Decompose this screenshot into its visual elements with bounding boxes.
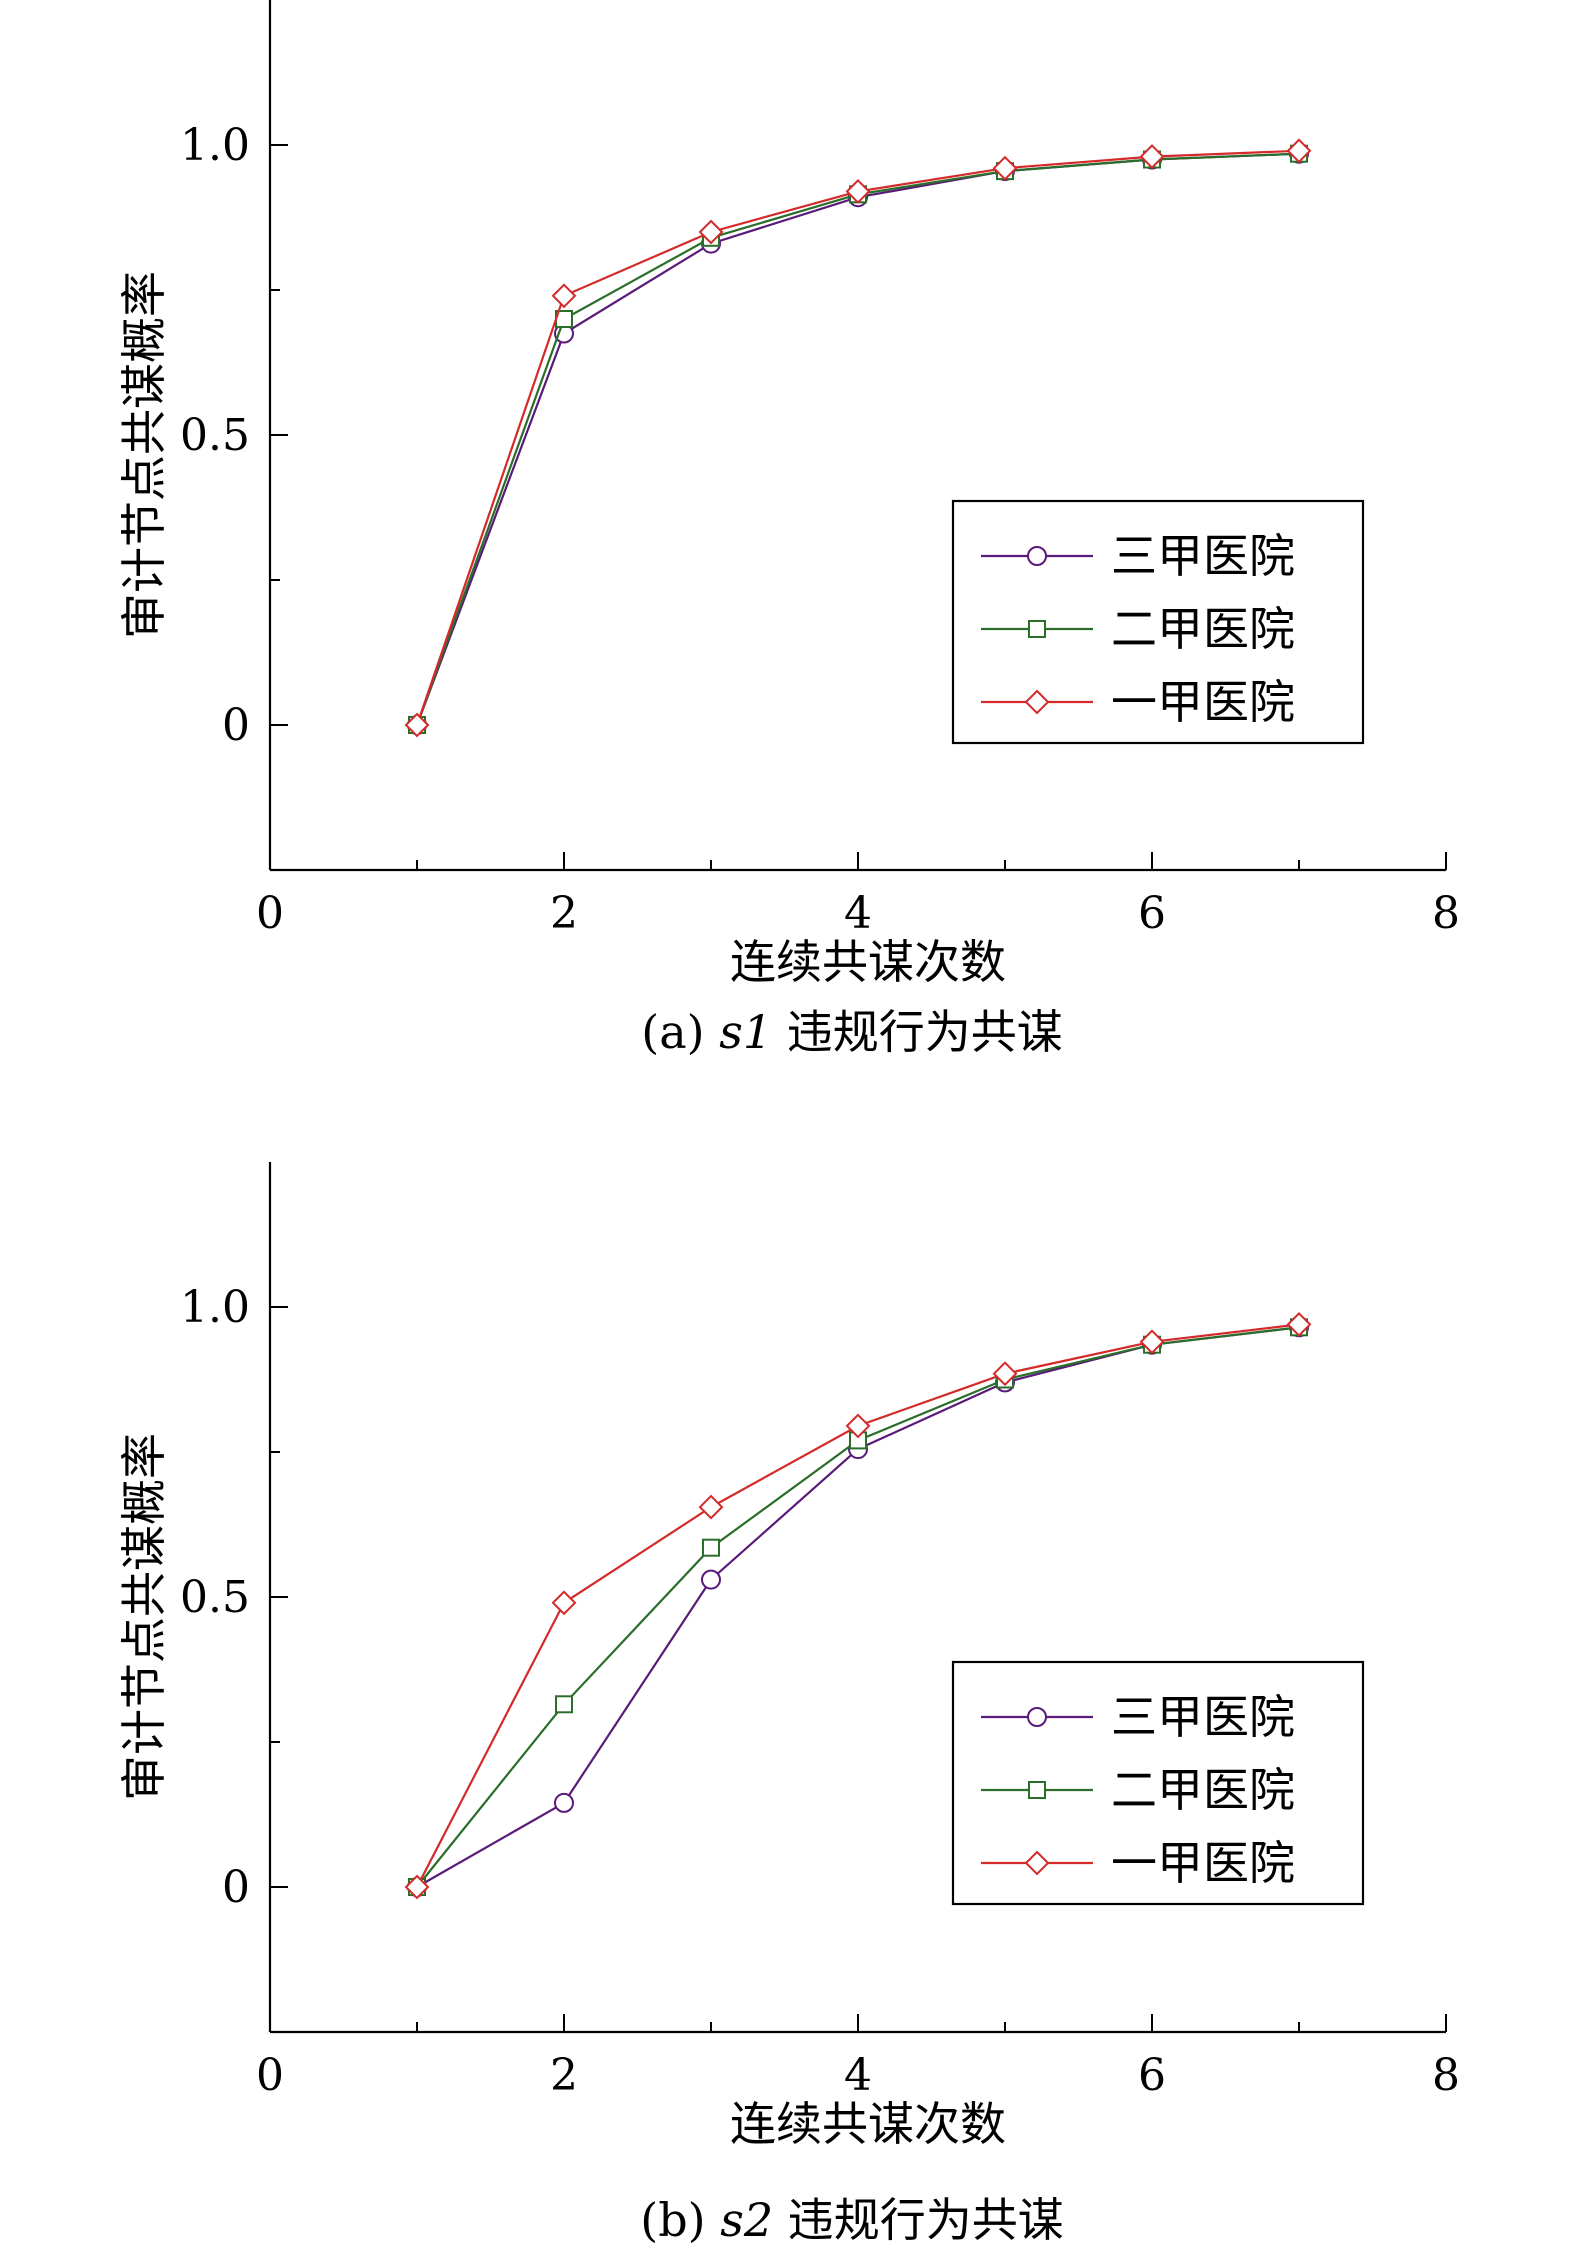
- x-tick-label: 8: [1432, 888, 1460, 939]
- data-point: [698, 1494, 724, 1520]
- legend-label: 二甲医院: [1111, 1763, 1295, 1817]
- x-axis-title: 连续共谋次数: [730, 935, 1006, 989]
- caption-variable: s2: [720, 2193, 773, 2247]
- data-point: [1139, 144, 1165, 170]
- legend-label: 一甲医院: [1111, 1836, 1295, 1890]
- data-point: [992, 1361, 1018, 1387]
- series-3: [404, 138, 1312, 738]
- data-point: [555, 1695, 573, 1714]
- legend-marker: [1024, 689, 1050, 715]
- x-axis-title: 连续共谋次数: [730, 2097, 1006, 2151]
- data-point: [551, 1590, 577, 1616]
- y-tick-label: 0: [222, 1862, 250, 1913]
- y-axis-title: 审计节点共谋概率: [117, 1433, 171, 1801]
- data-point: [701, 1569, 721, 1590]
- data-point: [1286, 138, 1312, 164]
- legend-label: 一甲医院: [1111, 675, 1295, 729]
- x-tick-label: 6: [1138, 2050, 1166, 2101]
- data-point: [554, 1792, 574, 1813]
- data-point: [404, 712, 430, 738]
- y-tick-label: 0.5: [180, 410, 250, 461]
- y-tick-label: 0.5: [180, 1572, 250, 1623]
- x-tick-label: 4: [844, 888, 872, 939]
- data-point: [1139, 1329, 1165, 1355]
- y-tick-label: 1.0: [180, 120, 250, 171]
- data-point: [404, 1874, 430, 1900]
- panel-caption: (a) s1 违规行为共谋: [641, 1005, 1062, 1059]
- legend-marker: [1027, 1707, 1047, 1727]
- caption-suffix: 违规行为共谋: [773, 2193, 1064, 2247]
- legend-marker: [1028, 1781, 1046, 1799]
- data-point: [551, 283, 577, 309]
- x-tick-label: 4: [844, 2050, 872, 2101]
- y-axis-title: 审计节点共谋概率: [117, 271, 171, 639]
- x-tick-label: 0: [256, 888, 284, 939]
- data-point: [992, 155, 1018, 181]
- legend-label: 二甲医院: [1111, 602, 1295, 656]
- series-3: [404, 1311, 1312, 1900]
- x-tick-label: 2: [550, 888, 578, 939]
- panel-caption: (b) s2 违规行为共谋: [640, 2193, 1063, 2247]
- legend-marker: [1024, 1850, 1050, 1876]
- data-point: [845, 1413, 871, 1439]
- x-tick-label: 2: [550, 2050, 578, 2101]
- legend-marker: [1028, 620, 1046, 638]
- caption-suffix: 违规行为共谋: [772, 1005, 1063, 1059]
- x-tick-label: 8: [1432, 2050, 1460, 2101]
- data-point: [1286, 1311, 1312, 1337]
- legend-marker: [1027, 546, 1047, 566]
- caption-variable: s1: [719, 1005, 772, 1059]
- x-tick-label: 6: [1138, 888, 1166, 939]
- y-tick-label: 1.0: [180, 1282, 250, 1333]
- y-tick-label: 0: [222, 700, 250, 751]
- data-point: [698, 219, 724, 245]
- legend-label: 三甲医院: [1111, 529, 1295, 583]
- caption-prefix: (b): [640, 2193, 720, 2247]
- legend-label: 三甲医院: [1111, 1690, 1295, 1744]
- x-tick-label: 0: [256, 2050, 284, 2101]
- data-point: [845, 178, 871, 204]
- caption-prefix: (a): [641, 1005, 719, 1059]
- data-point: [702, 1538, 720, 1557]
